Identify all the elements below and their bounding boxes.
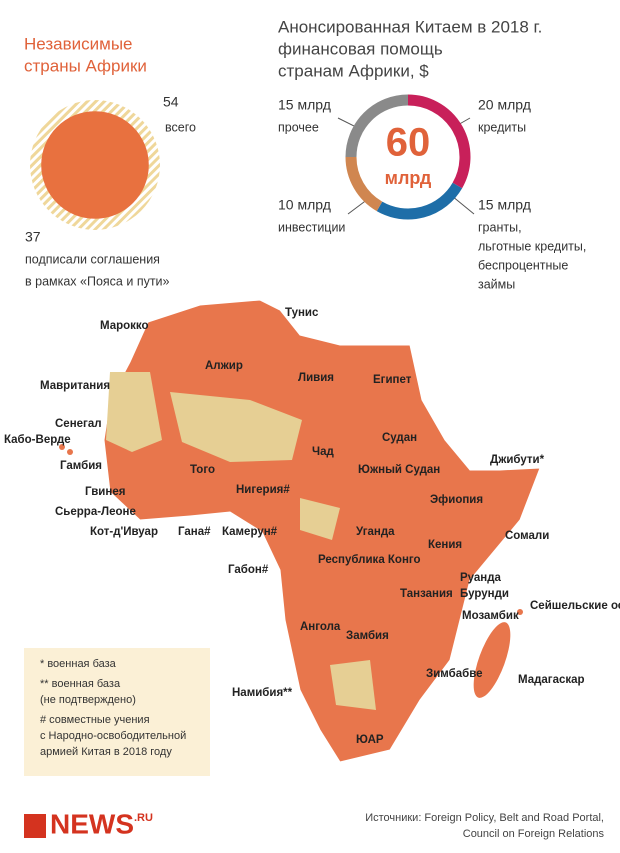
- segment-caption: займы: [478, 277, 515, 291]
- country-label: Кения: [428, 539, 462, 551]
- logo-icon: [24, 814, 46, 838]
- section-title: финансовая помощь: [278, 39, 443, 58]
- country-label: Джибути*: [490, 454, 545, 466]
- country-label: Габон#: [228, 564, 269, 576]
- legend-text: армией Китая в 2018 году: [40, 746, 172, 758]
- country-label: Тунис: [285, 307, 319, 319]
- country-label: Руанда: [460, 572, 502, 584]
- legend-text: ** военная база: [40, 678, 121, 690]
- country-label: Египет: [373, 374, 412, 386]
- donut-segment: [376, 182, 463, 220]
- segment-label: 15 млрд: [278, 97, 331, 113]
- country-label: Мавритания: [40, 380, 110, 392]
- country-label: Зимбабве: [426, 668, 483, 680]
- country-label: Марокко: [100, 320, 149, 332]
- total-caption: всего: [165, 120, 196, 134]
- country-label: Ангола: [300, 621, 341, 633]
- madagascar-shape: [473, 622, 511, 698]
- section-title: Анонсированная Китаем в 2018 г.: [278, 17, 542, 36]
- segment-caption: беспроцентные: [478, 258, 568, 272]
- signed-circle: [41, 111, 149, 219]
- segment-caption: кредиты: [478, 120, 526, 134]
- country-label: Гамбия: [60, 460, 102, 472]
- non-member-area: [170, 392, 302, 462]
- country-label: Ливия: [298, 372, 334, 384]
- legend-text: * военная база: [40, 658, 117, 670]
- country-label: ЮАР: [356, 734, 384, 746]
- sources: Council on Foreign Relations: [463, 828, 605, 840]
- non-member-area: [106, 372, 162, 452]
- section-title: страны Африки: [24, 56, 147, 75]
- country-label: Кабо-Верде: [4, 434, 71, 446]
- country-label: Республика Конго: [318, 554, 421, 566]
- country-label: Намибия**: [232, 687, 293, 699]
- segment-caption: гранты,: [478, 220, 522, 234]
- country-label: Южный Судан: [358, 464, 440, 476]
- signed-caption: подписали соглашения: [25, 252, 160, 266]
- logo-suffix: .RU: [134, 812, 153, 824]
- country-label: Нигерия#: [236, 484, 290, 496]
- donut-segment: [407, 94, 471, 189]
- country-label: Сомали: [505, 530, 549, 542]
- segment-label: 20 млрд: [478, 97, 531, 113]
- country-label: Сьерра-Леоне: [55, 506, 136, 518]
- country-label: Замбия: [346, 630, 389, 642]
- section-title: Независимые: [24, 34, 133, 53]
- legend-text: с Народно-освободительной: [40, 730, 186, 742]
- segment-caption: инвестиции: [278, 220, 345, 234]
- map: [59, 299, 541, 763]
- donut-segment: [345, 94, 409, 158]
- country-label: Танзания: [400, 588, 453, 600]
- non-member-area: [300, 498, 340, 540]
- donut-total: 60: [386, 121, 431, 165]
- logo: NEWS: [50, 808, 134, 839]
- segment-label: 15 млрд: [478, 197, 531, 213]
- legend-text: # совместные учения: [40, 714, 150, 726]
- country-label: Мадагаскар: [518, 674, 585, 686]
- cape-verde-shape: [59, 444, 65, 450]
- country-label: Сенегал: [55, 418, 102, 430]
- country-label: Алжир: [205, 360, 243, 372]
- country-label: Кот-д'Ивуар: [90, 526, 158, 538]
- country-label: Мозамбик: [462, 610, 519, 622]
- sources: Источники: Foreign Policy, Belt and Road…: [365, 812, 604, 824]
- country-label: Того: [190, 464, 215, 476]
- segment-caption: льготные кредиты,: [478, 239, 586, 253]
- legend-box: [24, 648, 210, 776]
- country-label: Эфиопия: [430, 494, 483, 506]
- segment-caption: прочее: [278, 120, 319, 134]
- cape-verde-shape: [67, 449, 73, 455]
- leader: [451, 195, 475, 215]
- country-label: Гана#: [178, 526, 211, 538]
- total-value: 54: [163, 94, 179, 110]
- country-label: Камерун#: [222, 526, 278, 538]
- non-member-area: [330, 660, 376, 710]
- country-label: Чад: [312, 446, 334, 458]
- signed-caption: в рамках «Пояса и пути»: [25, 274, 170, 288]
- country-label: Сейшельские острова: [530, 600, 620, 612]
- segment-label: 10 млрд: [278, 197, 331, 213]
- donut-unit: млрд: [385, 168, 432, 188]
- section-title: странам Африки, $: [278, 61, 429, 80]
- legend-text: (не подтверждено): [40, 694, 136, 706]
- signed-value: 37: [25, 229, 41, 245]
- country-label: Бурунди: [460, 588, 509, 600]
- donut-segment: [345, 156, 383, 212]
- country-label: Судан: [382, 432, 417, 444]
- seychelles-shape: [517, 609, 523, 615]
- country-label: Гвинея: [85, 486, 125, 498]
- country-label: Уганда: [356, 526, 395, 538]
